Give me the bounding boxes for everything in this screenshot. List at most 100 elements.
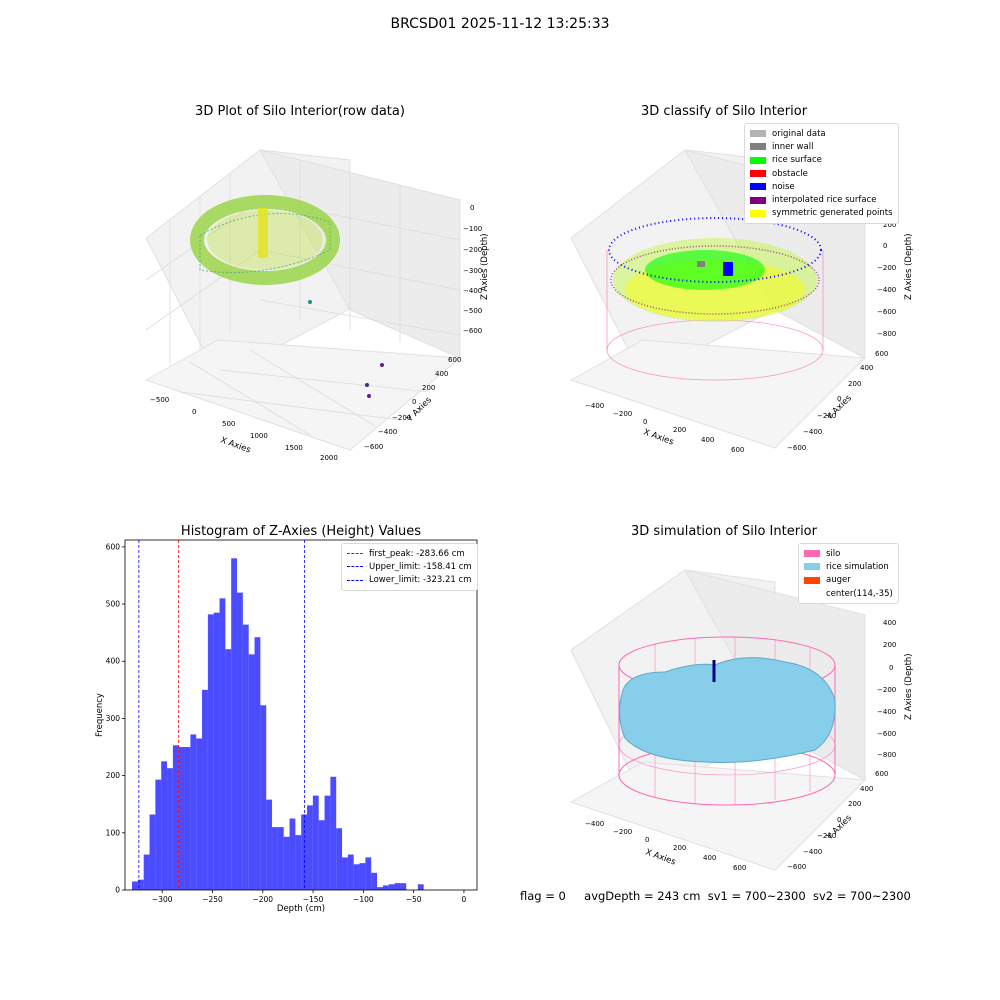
raw-floor-pane <box>144 339 462 451</box>
legend-item: original data <box>750 127 893 140</box>
legend-item: center(114,-35) <box>804 587 893 600</box>
simulation-x-tick: 600 <box>733 864 746 872</box>
raw-outlier-point <box>365 383 369 387</box>
histogram-bar <box>254 637 261 890</box>
classify-z-tick: −200 <box>877 264 896 272</box>
y-tick-label: 600 <box>106 542 121 551</box>
status-sv2: sv2 = 700~2300 <box>812 889 911 903</box>
raw-z-tick: −400 <box>463 287 482 295</box>
raw-x-tick: 1000 <box>250 432 268 440</box>
raw-y-tick: 0 <box>412 398 416 406</box>
raw-x-tick: 500 <box>222 420 235 428</box>
simulation-rice-surface <box>619 657 836 763</box>
x-tick-label: −150 <box>303 895 324 904</box>
raw-x-tick: 1500 <box>285 444 303 452</box>
legend-swatch <box>750 196 766 204</box>
legend-label: inner wall <box>772 141 814 152</box>
simulation-z-tick: 200 <box>883 641 896 649</box>
simulation-z-tick: 400 <box>883 619 896 627</box>
classify-z-tick: −800 <box>877 330 896 338</box>
histogram-legend: first_peak: -283.66 cm Upper_limit: -158… <box>341 543 478 591</box>
raw-x-label: X Axies <box>219 435 252 455</box>
status-sv1: sv1 = 700~2300 <box>707 889 806 903</box>
histogram-bar <box>307 805 313 890</box>
classify-x-tick: 0 <box>643 418 647 426</box>
simulation-y-tick: −200 <box>817 832 836 840</box>
figure-title: BRCSD01 2025-11-12 13:25:33 <box>390 16 610 32</box>
legend-swatch <box>750 209 766 217</box>
y-tick-label: 100 <box>106 828 121 837</box>
simulation-x-tick: −400 <box>585 820 604 828</box>
histogram-y-label: Frequency <box>95 693 105 737</box>
histogram-bar <box>155 779 162 890</box>
simulation-y-tick: −600 <box>787 863 806 871</box>
legend-label: Upper_limit: -158.41 cm <box>369 561 472 572</box>
legend-label: rice simulation <box>826 561 889 572</box>
simulation-y-tick: 600 <box>875 770 888 778</box>
histogram-bar <box>266 799 273 890</box>
histogram-bar <box>324 795 331 890</box>
y-tick-label: 400 <box>106 657 121 666</box>
legend-item: auger <box>804 574 893 587</box>
legend-item: inner wall <box>750 140 893 153</box>
depth-histogram: −300 −250 −200 −150 −100 −50 0 0 100 200 300 400 50… <box>95 539 478 914</box>
classify-y-tick: 600 <box>875 350 888 358</box>
histogram-bar <box>295 835 302 890</box>
histogram-bar <box>388 884 395 890</box>
classify-y-tick: −400 <box>803 428 822 436</box>
legend-label: center(114,-35) <box>826 588 893 599</box>
legend-swatch <box>804 576 820 584</box>
simulation-y-tick: 400 <box>860 785 873 793</box>
histogram-bar <box>207 614 214 890</box>
histogram-bar <box>359 863 366 890</box>
histogram-bar <box>417 884 424 890</box>
legend-label: interpolated rice surface <box>772 195 877 206</box>
legend-item: noise <box>750 180 893 193</box>
classify-plot-title: 3D classify of Silo Interior <box>640 104 808 119</box>
classify-z-tick: −400 <box>877 286 896 294</box>
raw-outlier-point <box>308 300 312 304</box>
raw-z-tick: −100 <box>463 225 482 233</box>
histogram-bar <box>225 649 232 890</box>
raw-3d-plot: −500 0 500 1000 1500 2000 600 400 200 0 … <box>144 149 490 462</box>
classify-legend: original data inner wall rice surface ob… <box>744 123 899 225</box>
classify-rice-core <box>645 250 765 290</box>
histogram-bar <box>132 881 138 890</box>
histogram-bar <box>312 795 319 890</box>
histogram-bar <box>382 885 389 890</box>
status-flag: flag = 0 <box>520 889 566 903</box>
histogram-bar <box>219 598 226 890</box>
classify-x-tick: −400 <box>585 402 604 410</box>
simulation-z-tick: −400 <box>877 708 896 716</box>
raw-z-tick: −300 <box>463 267 482 275</box>
histogram-bar <box>161 761 168 890</box>
legend-swatch <box>750 143 766 151</box>
raw-z-tick: −600 <box>463 327 482 335</box>
classify-x-tick: 600 <box>731 446 744 454</box>
raw-y-tick: 400 <box>435 370 448 378</box>
raw-grid <box>145 160 461 436</box>
histogram-bar <box>196 738 203 890</box>
legend-item: first_peak: -283.66 cm <box>347 547 472 560</box>
histogram-bar <box>330 776 337 890</box>
legend-item: Lower_limit: -323.21 cm <box>347 574 472 587</box>
legend-line <box>347 566 363 568</box>
classify-z-tick: 200 <box>883 221 896 229</box>
histogram-bar <box>231 558 238 890</box>
histogram-bar <box>137 879 144 890</box>
status-avg-depth: avgDepth = 243 cm <box>584 889 701 903</box>
legend-item: rice simulation <box>804 560 893 573</box>
raw-y-tick: 200 <box>422 384 435 392</box>
classify-y-tick: 400 <box>860 364 873 372</box>
legend-swatch <box>804 563 820 571</box>
legend-label: auger <box>826 575 851 586</box>
raw-y-tick: −400 <box>378 428 397 436</box>
simulation-z-tick: −200 <box>877 686 896 694</box>
simulation-y-tick: −400 <box>803 848 822 856</box>
classify-z-tick: 0 <box>883 242 887 250</box>
classify-z-label: Z Axies (Depth) <box>904 233 914 300</box>
histogram-bar <box>377 887 383 890</box>
histogram-bar <box>260 705 267 890</box>
histogram-bar <box>277 827 284 890</box>
raw-y-tick: 600 <box>448 356 461 364</box>
